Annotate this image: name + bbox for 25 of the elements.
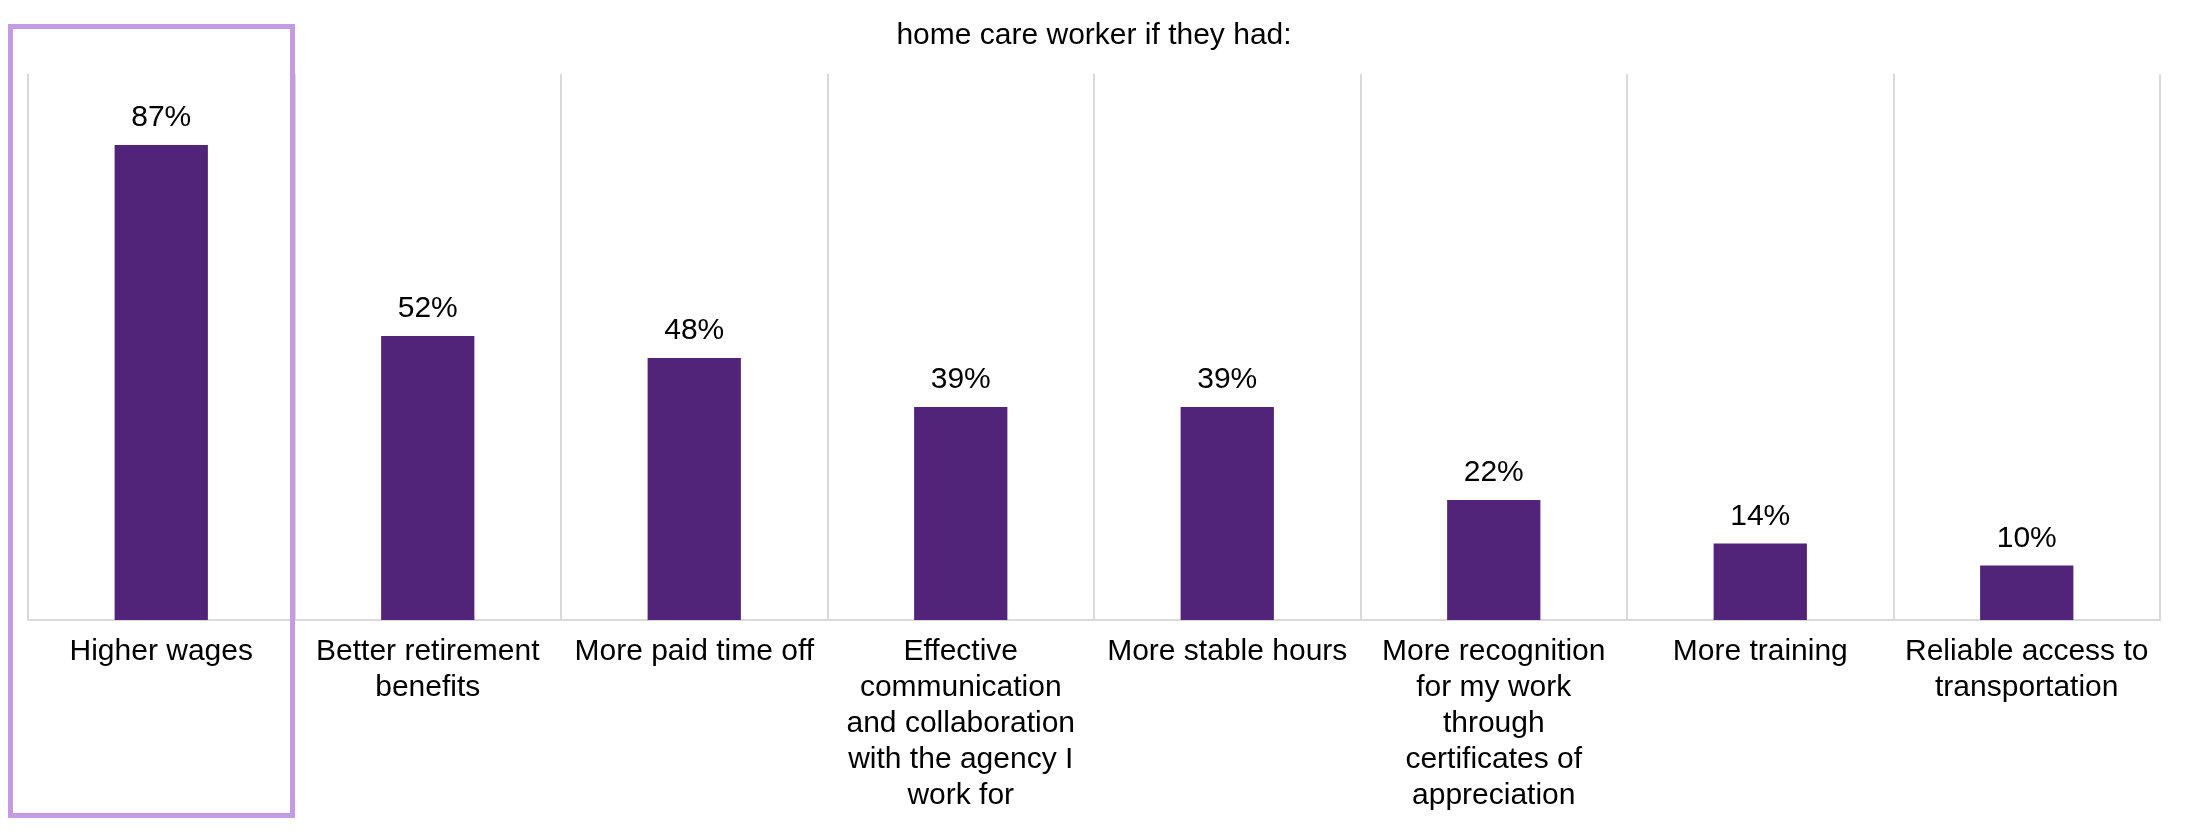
x-tick-label: More training bbox=[1672, 633, 1848, 667]
bar bbox=[1713, 543, 1807, 620]
bar bbox=[1180, 407, 1274, 620]
x-tick-label: More stable hours bbox=[1107, 633, 1348, 667]
chart-title: home care worker if they had: bbox=[896, 17, 1292, 51]
bar bbox=[647, 357, 741, 620]
data-label: 39% bbox=[1197, 361, 1258, 395]
data-label: 10% bbox=[1996, 519, 2057, 553]
x-tick-label: Better retirement benefits bbox=[316, 633, 541, 703]
x-tick-label: Effective communication and collaboration with the agency I work for bbox=[846, 633, 1076, 811]
bar bbox=[114, 144, 208, 620]
bar bbox=[1447, 499, 1541, 620]
data-label: 22% bbox=[1463, 454, 1524, 488]
bar bbox=[1980, 565, 2074, 620]
data-label: 87% bbox=[131, 99, 192, 133]
bar bbox=[914, 407, 1008, 620]
data-label: 52% bbox=[397, 290, 458, 324]
data-label: 48% bbox=[664, 312, 725, 346]
data-label: 14% bbox=[1730, 497, 1791, 531]
bar bbox=[381, 336, 475, 620]
x-tick-label: Higher wages bbox=[69, 633, 253, 667]
x-tick-label: Reliable access to transportation bbox=[1905, 633, 2149, 703]
data-label: 39% bbox=[930, 361, 991, 395]
x-tick-label: More recognition for my work through certificates of appreciation bbox=[1382, 633, 1606, 811]
x-tick-label: More paid time off bbox=[574, 633, 815, 667]
